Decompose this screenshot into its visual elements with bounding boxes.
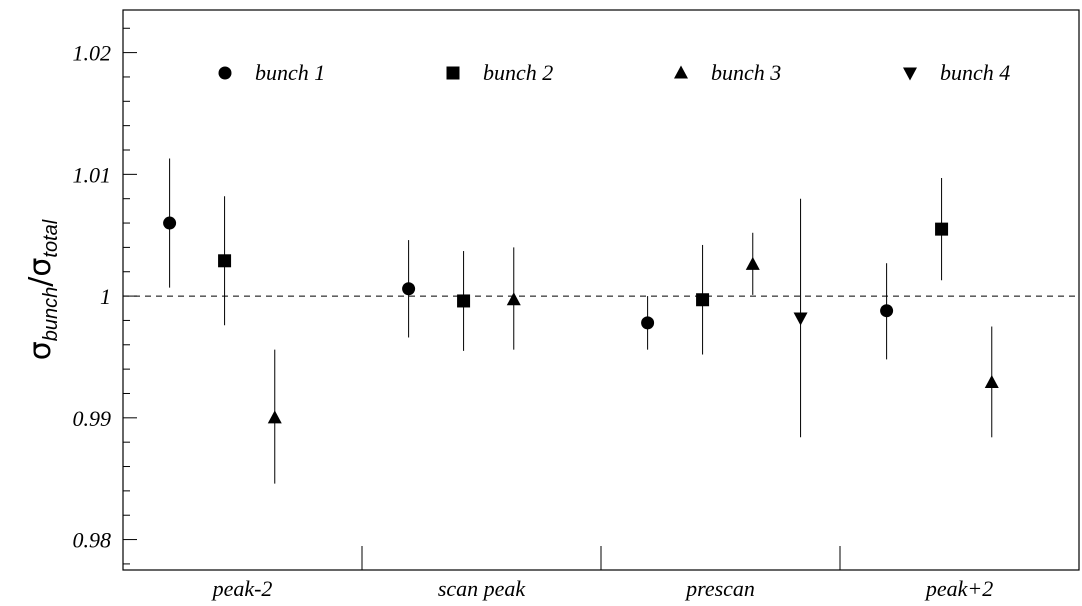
data-point-marker — [696, 293, 710, 307]
legend-marker — [674, 65, 688, 79]
legend-label: bunch 1 — [255, 60, 325, 85]
data-point-group — [793, 198, 808, 438]
legend-label: bunch 3 — [711, 60, 781, 85]
data-point-marker — [506, 292, 521, 306]
data-point-marker — [984, 375, 999, 389]
data-point-marker — [793, 312, 808, 326]
data-point-group — [984, 326, 999, 438]
data-point-group — [506, 247, 521, 350]
data-point-group — [641, 296, 655, 350]
data-point-group — [402, 240, 416, 338]
legend-item: bunch 1 — [218, 60, 325, 85]
legend-marker — [903, 67, 917, 81]
data-point-marker — [218, 254, 232, 268]
y-tick-label: 1.02 — [73, 41, 112, 66]
legend-item: bunch 4 — [903, 60, 1010, 85]
data-point-group — [880, 263, 894, 360]
data-point-marker — [935, 222, 949, 236]
data-point-group — [267, 349, 282, 484]
data-point-marker — [457, 294, 471, 308]
data-point-group — [457, 251, 471, 351]
legend: bunch 1 bunch 2 bunch 3 bunch 4 — [218, 60, 1010, 85]
data-point-group — [696, 244, 710, 355]
y-tick-label: 1 — [100, 284, 111, 309]
legend-label: bunch 2 — [483, 60, 553, 85]
y-tick-label: 0.98 — [73, 528, 112, 553]
y-axis-label: σbunch/σtotal — [23, 219, 62, 360]
data-point-group — [935, 178, 949, 281]
legend-item: bunch 3 — [674, 60, 781, 85]
y-axis-ticks: 0.98 0.99 1 1.01 1.02 — [73, 27, 137, 565]
legend-item: bunch 2 — [446, 60, 553, 85]
legend-marker — [218, 66, 232, 80]
y-tick-label: 0.99 — [73, 406, 112, 431]
data-point-group — [745, 232, 760, 295]
data-point-marker — [880, 304, 894, 318]
y-tick-label: 1.01 — [73, 162, 112, 187]
x-category-label: peak-2 — [211, 576, 273, 601]
plot-frame — [122, 9, 1080, 571]
data-point-group — [163, 158, 177, 288]
legend-marker — [446, 66, 460, 80]
data-point-marker — [402, 282, 416, 296]
x-axis-ticks: peak-2 scan peak prescan peak+2 — [211, 546, 993, 601]
data-points — [163, 158, 999, 484]
data-point-group — [218, 196, 232, 326]
data-point-marker — [267, 410, 282, 424]
x-category-label: prescan — [684, 576, 755, 601]
data-point-marker — [641, 316, 655, 330]
x-category-label: peak+2 — [924, 576, 993, 601]
x-category-label: scan peak — [438, 576, 527, 601]
legend-label: bunch 4 — [940, 60, 1010, 85]
data-point-marker — [163, 216, 177, 230]
data-point-marker — [745, 256, 760, 270]
